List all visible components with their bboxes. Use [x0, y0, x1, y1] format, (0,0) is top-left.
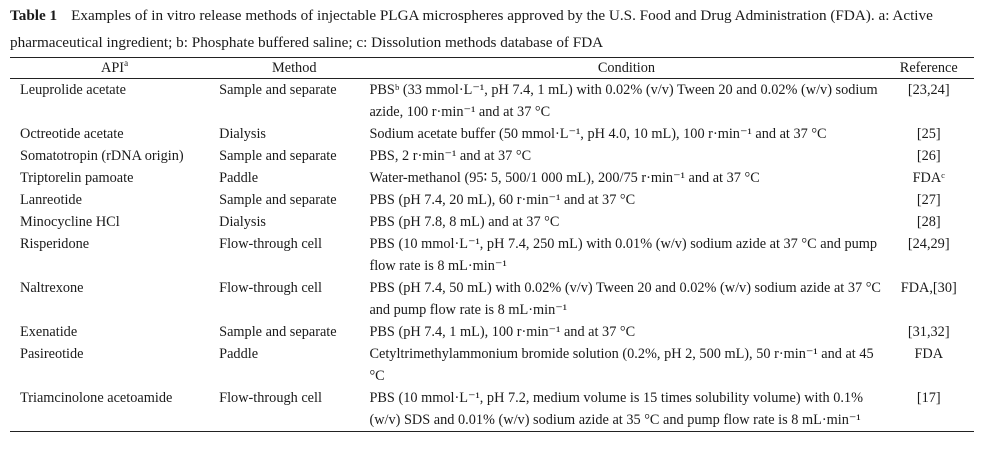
cell-api: Risperidone — [20, 236, 90, 252]
cell-api: Triamcinolone acetoamide — [10, 387, 220, 432]
cell-method: Paddle — [219, 346, 259, 362]
cell-condition: PBS (10 mmol·L⁻¹, pH 7.2, medium volume … — [369, 387, 884, 432]
cell-method: Sample and separate — [219, 324, 337, 340]
cell-api: Exenatide — [20, 324, 78, 340]
header-method: Method — [219, 57, 370, 79]
header-condition: Condition — [369, 57, 884, 79]
cell-method: Flow-through cell — [219, 387, 370, 432]
table-row: Naltrexone Flow-through cell PBS (pH 7.4… — [10, 277, 974, 321]
cell-method: Flow-through cell — [219, 236, 322, 252]
header-reference: Reference — [883, 57, 974, 79]
cell-reference: [31,32] — [907, 324, 950, 340]
table-row: Exenatide Sample and separate PBS (pH 7.… — [10, 321, 974, 343]
cell-reference: [28] — [916, 214, 941, 230]
cell-condition: Cetyltrimethylammonium bromide solution … — [369, 346, 874, 384]
table-row: Octreotide acetate Dialysis Sodium aceta… — [10, 123, 974, 145]
cell-reference: [26] — [916, 148, 941, 164]
cell-condition: PBS (pH 7.4, 1 mL), 100 r·min⁻¹ and at 3… — [369, 324, 636, 340]
cell-api: Octreotide acetate — [20, 126, 124, 142]
table-row: Risperidone Flow-through cell PBS (10 mm… — [10, 233, 974, 277]
header-api: APIa — [10, 57, 220, 79]
cell-reference: FDA,[30] — [900, 280, 957, 296]
table-label: Table 1 — [10, 7, 58, 24]
cell-condition: Water-methanol (95∶ 5, 500/1 000 mL), 20… — [369, 170, 760, 186]
cell-api: Minocycline HCl — [20, 214, 120, 230]
release-methods-table: APIa Method Condition Reference Leuproli… — [10, 57, 974, 432]
cell-method: Sample and separate — [219, 148, 337, 164]
cell-reference: [25] — [916, 126, 941, 142]
cell-reference: [27] — [916, 192, 941, 208]
cell-condition: PBS (pH 7.4, 50 mL) with 0.02% (v/v) Twe… — [369, 280, 881, 318]
cell-api: Lanreotide — [20, 192, 82, 208]
cell-api: Triptorelin pamoate — [20, 170, 134, 186]
cell-method: Flow-through cell — [219, 280, 322, 296]
cell-reference: [17] — [883, 387, 974, 432]
table-row: Leuprolide acetate Sample and separate P… — [10, 79, 974, 124]
cell-reference: FDA — [914, 346, 944, 362]
cell-method: Dialysis — [219, 214, 266, 230]
table-row: Triamcinolone acetoamide Flow-through ce… — [10, 387, 974, 432]
table-row: Minocycline HCl Dialysis PBS (pH 7.8, 8 … — [10, 211, 974, 233]
cell-condition: PBS (10 mmol·L⁻¹, pH 7.4, 250 mL) with 0… — [369, 236, 878, 274]
cell-api: Leuprolide acetate — [20, 82, 126, 98]
cell-condition: PBSᵇ (33 mmol·L⁻¹, pH 7.4, 1 mL) with 0.… — [369, 82, 878, 120]
cell-method: Dialysis — [219, 126, 266, 142]
cell-reference: FDAᶜ — [912, 170, 945, 186]
table-row: Pasireotide Paddle Cetyltrimethylammoniu… — [10, 343, 974, 387]
cell-api: Somatotropin (rDNA origin) — [20, 148, 184, 164]
table-row: Triptorelin pamoate Paddle Water-methano… — [10, 167, 974, 189]
table-row: Somatotropin (rDNA origin) Sample and se… — [10, 145, 974, 167]
header-api-sup: a — [124, 58, 129, 69]
cell-condition: PBS (pH 7.8, 8 mL) and at 37 °C — [369, 214, 560, 230]
cell-condition: PBS, 2 r·min⁻¹ and at 37 °C — [369, 148, 532, 164]
cell-reference: [23,24] — [907, 82, 950, 98]
table-row: Lanreotide Sample and separate PBS (pH 7… — [10, 189, 974, 211]
table-caption: Table 1 Examples of in vitro release meth… — [10, 2, 974, 56]
cell-api: Naltrexone — [20, 280, 84, 296]
table-header-row: APIa Method Condition Reference — [10, 57, 974, 79]
cell-method: Paddle — [219, 170, 259, 186]
cell-method: Sample and separate — [219, 192, 337, 208]
cell-condition: Sodium acetate buffer (50 mmol·L⁻¹, pH 4… — [369, 126, 827, 142]
cell-api: Pasireotide — [20, 346, 84, 362]
caption-text: Examples of in vitro release methods of … — [10, 7, 933, 51]
cell-reference: [24,29] — [907, 236, 950, 252]
cell-condition: PBS (pH 7.4, 20 mL), 60 r·min⁻¹ and at 3… — [369, 192, 636, 208]
cell-method: Sample and separate — [219, 82, 337, 98]
